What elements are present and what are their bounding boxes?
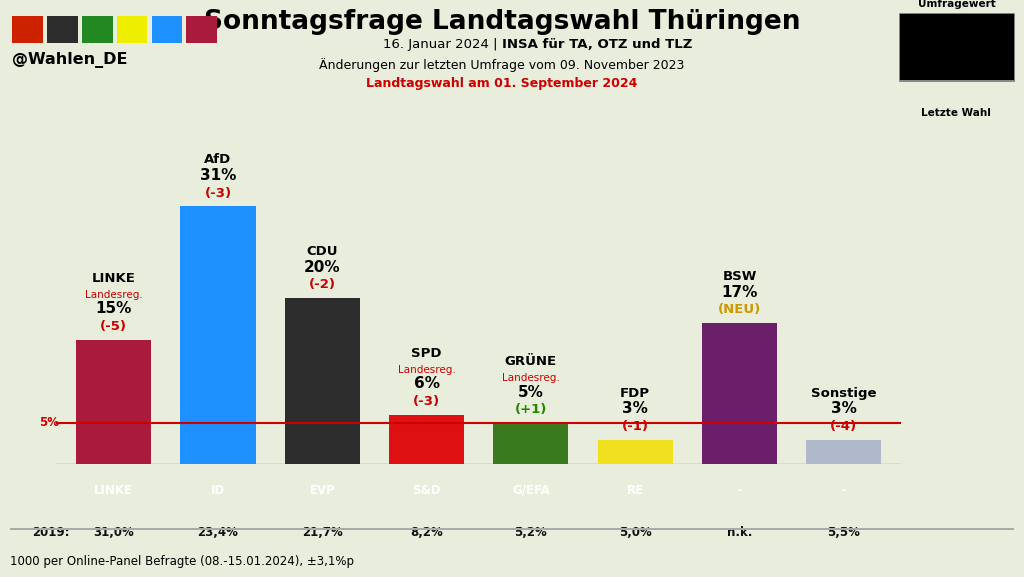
Text: 8,2%: 8,2% [411, 526, 443, 539]
FancyBboxPatch shape [494, 474, 568, 506]
Text: –: – [841, 484, 847, 497]
Text: 23,4%: 23,4% [198, 526, 239, 539]
Text: Landesreg.: Landesreg. [502, 373, 560, 383]
Bar [76, 340, 152, 464]
Text: Landtagswahl am 01. September 2024: Landtagswahl am 01. September 2024 [366, 77, 638, 90]
Text: EP-Fraktion: EP-Fraktion [923, 42, 990, 52]
Text: (NEU): (NEU) [718, 304, 761, 316]
Text: Landesreg.: Landesreg. [85, 290, 142, 299]
Text: LINKE: LINKE [92, 272, 135, 284]
Text: 5%: 5% [40, 417, 59, 429]
Text: FDP: FDP [621, 387, 650, 399]
Text: Sonstige: Sonstige [811, 387, 877, 399]
FancyBboxPatch shape [389, 474, 464, 506]
Text: 20%: 20% [304, 260, 341, 275]
Text: (-4): (-4) [830, 420, 857, 433]
Text: LINKE: LINKE [94, 484, 133, 497]
Text: Umfragewert: Umfragewert [918, 0, 995, 9]
Text: 31,0%: 31,0% [93, 526, 134, 539]
Text: CDU: CDU [306, 245, 338, 258]
Text: 5,5%: 5,5% [827, 526, 860, 539]
Text: 15%: 15% [95, 301, 132, 316]
Text: G/EFA: G/EFA [512, 484, 550, 497]
Text: (-5): (-5) [100, 320, 127, 333]
Text: BSW: BSW [722, 270, 757, 283]
Text: AfD: AfD [205, 153, 231, 166]
Text: (-1): (-1) [622, 420, 648, 433]
Text: 3%: 3% [623, 401, 648, 416]
Bar [806, 440, 882, 464]
FancyBboxPatch shape [806, 474, 882, 506]
Text: 17%: 17% [721, 284, 758, 299]
Text: EVP: EVP [309, 484, 335, 497]
Text: ID: ID [211, 484, 225, 497]
Text: INSA für TA, OTZ und TLZ: INSA für TA, OTZ und TLZ [502, 38, 692, 51]
Text: n.k.: n.k. [727, 526, 753, 539]
Text: SPD: SPD [412, 347, 441, 359]
FancyBboxPatch shape [598, 474, 673, 506]
Bar [389, 414, 464, 464]
Text: 31%: 31% [200, 168, 237, 183]
Text: Landesreg.: Landesreg. [397, 365, 456, 374]
FancyBboxPatch shape [701, 474, 777, 506]
FancyBboxPatch shape [180, 474, 256, 506]
Text: @Wahlen_DE: @Wahlen_DE [12, 52, 128, 68]
Text: 6%: 6% [414, 376, 439, 391]
Text: 5,2%: 5,2% [514, 526, 547, 539]
Bar [180, 207, 256, 464]
Text: (-3): (-3) [413, 395, 440, 408]
FancyBboxPatch shape [285, 474, 359, 506]
Text: (-2): (-2) [309, 278, 336, 291]
Text: S&D: S&D [413, 484, 440, 497]
Text: 5,0%: 5,0% [618, 526, 651, 539]
Bar [598, 440, 673, 464]
Text: 2019:: 2019: [33, 526, 70, 539]
Text: –: – [736, 484, 742, 497]
Text: GRÜNE: GRÜNE [505, 355, 557, 368]
Text: 16. Januar 2024 |: 16. Januar 2024 | [383, 38, 502, 51]
Bar [701, 323, 777, 464]
Text: 5%: 5% [518, 384, 544, 399]
Text: Änderungen zur letzten Umfrage vom 09. November 2023: Änderungen zur letzten Umfrage vom 09. N… [319, 58, 684, 72]
FancyBboxPatch shape [76, 474, 152, 506]
Text: 1000 per Online-Panel Befragte (08.-15.01.2024), ±3,1%p: 1000 per Online-Panel Befragte (08.-15.0… [10, 555, 354, 568]
Text: Sonntagsfrage Landtagswahl Thüringen: Sonntagsfrage Landtagswahl Thüringen [204, 9, 800, 35]
Text: Letzte Wahl: Letzte Wahl [922, 107, 991, 118]
Text: RE: RE [627, 484, 644, 497]
Text: (-3): (-3) [205, 187, 231, 200]
Bar [494, 423, 568, 464]
Text: 3%: 3% [830, 401, 857, 416]
Bar [285, 298, 359, 464]
Text: (+1): (+1) [515, 403, 547, 416]
Text: 21,7%: 21,7% [302, 526, 343, 539]
